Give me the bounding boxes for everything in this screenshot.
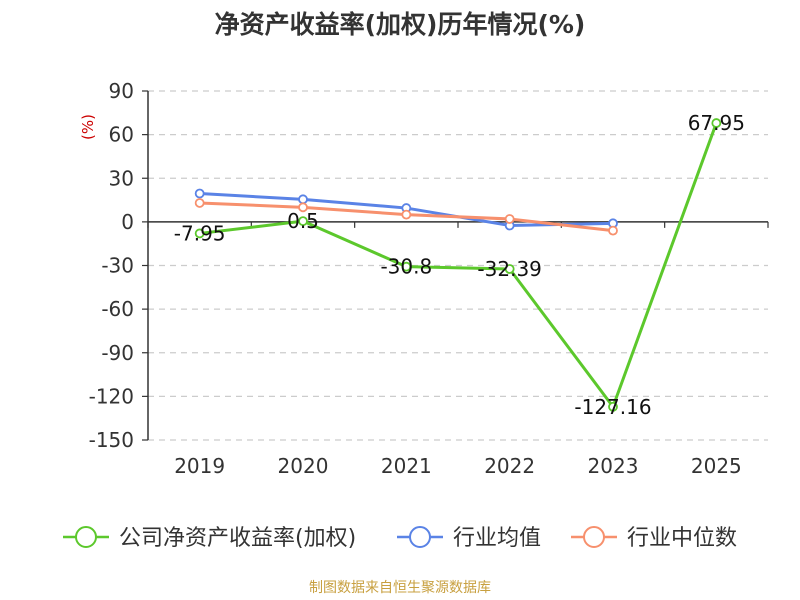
- data-label: -127.16: [574, 395, 651, 419]
- y-tick-label: 0: [121, 210, 134, 234]
- x-tick-label: 2021: [381, 454, 432, 478]
- grid-lines: [148, 90, 768, 441]
- legend: 公司净资产收益率(加权) 行业均值 行业中位数: [63, 526, 737, 551]
- data-point: [194, 188, 205, 199]
- legend-label: 公司净资产收益率(加权): [119, 526, 356, 551]
- data-point: [298, 202, 308, 213]
- data-label: -30.8: [380, 255, 432, 279]
- legend-item: 行业中位数: [571, 526, 737, 551]
- y-tick-label: -150: [89, 428, 134, 452]
- data-point: [711, 118, 722, 128]
- series-line: [199, 122, 718, 409]
- x-tick-label: 2019: [174, 454, 225, 478]
- data-point: [298, 194, 308, 205]
- y-tick-label: -30: [101, 254, 134, 278]
- y-tick-label: -60: [101, 297, 134, 321]
- data-point: [194, 228, 205, 239]
- y-tick-label: -90: [101, 341, 134, 365]
- data-point: [401, 209, 412, 220]
- x-tick-label: 2023: [588, 454, 639, 478]
- legend-swatch-marker: [75, 526, 97, 548]
- data-label: 67.95: [688, 111, 745, 135]
- data-label: 0.5: [287, 209, 319, 233]
- legend-swatch-marker: [409, 526, 431, 548]
- series-lines: [194, 118, 722, 412]
- data-point: [608, 401, 618, 412]
- legend-swatch-marker: [583, 526, 605, 548]
- y-axis-label: (%): [79, 114, 97, 140]
- legend-item: 行业均值: [397, 526, 541, 551]
- legend-label: 行业均值: [453, 526, 541, 551]
- y-tick-label: 30: [109, 166, 134, 190]
- data-point: [608, 225, 618, 236]
- x-tick-label: 2022: [484, 454, 535, 478]
- data-label: -7.95: [174, 221, 226, 245]
- source-note: 制图数据来自恒生聚源数据库: [309, 580, 491, 596]
- x-tick-label: 2020: [278, 454, 329, 478]
- y-tick-label: -120: [89, 384, 134, 408]
- data-point: [504, 214, 515, 224]
- data-point: [504, 264, 515, 274]
- chart-title: 净资产收益率(加权)历年情况(%): [215, 10, 586, 39]
- y-tick-label: 90: [109, 79, 134, 103]
- data-point: [298, 216, 308, 227]
- data-labels: -7.95 0.5 -30.8 -32.39 -127.16 67.95: [174, 111, 745, 419]
- data-point: [401, 261, 412, 272]
- legend-label: 行业中位数: [627, 526, 737, 551]
- y-tick-label: 60: [109, 123, 134, 147]
- x-tick-label: 2025: [691, 454, 742, 478]
- data-label: -32.39: [477, 257, 541, 281]
- axes: 90 60 30 0 -30 -60 -90 -120 -150 2019 2020 2021 2022…: [89, 79, 769, 478]
- legend-item: 公司净资产收益率(加权): [63, 526, 356, 551]
- data-point: [194, 198, 205, 208]
